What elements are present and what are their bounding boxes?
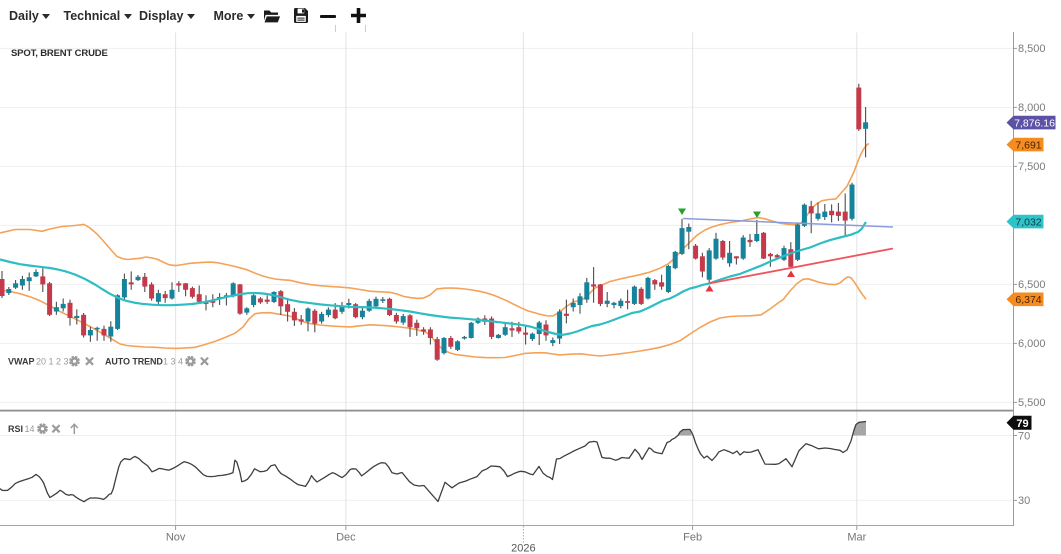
svg-text:VWAP: VWAP — [8, 357, 35, 367]
svg-text:8,500: 8,500 — [1018, 43, 1046, 55]
svg-text:SPOT, BRENT CRUDE: SPOT, BRENT CRUDE — [11, 48, 108, 59]
svg-text:8,000: 8,000 — [1018, 102, 1046, 114]
svg-text:Feb: Feb — [683, 532, 702, 544]
svg-text:14: 14 — [25, 424, 35, 434]
svg-text:6,000: 6,000 — [1018, 338, 1046, 350]
svg-text:AUTO TREND: AUTO TREND — [105, 357, 163, 367]
svg-text:7,876.16: 7,876.16 — [1014, 117, 1055, 129]
svg-text:1 3 4: 1 3 4 — [163, 357, 183, 367]
svg-text:7,032: 7,032 — [1015, 216, 1041, 228]
svg-text:20 1 2 3: 20 1 2 3 — [36, 357, 69, 367]
svg-text:7,691: 7,691 — [1015, 139, 1041, 151]
svg-text:2026: 2026 — [511, 543, 535, 554]
svg-text:6,500: 6,500 — [1018, 279, 1046, 291]
svg-text:30: 30 — [1018, 495, 1030, 507]
svg-text:Nov: Nov — [166, 532, 186, 544]
svg-text:70: 70 — [1018, 430, 1030, 442]
svg-text:6,374: 6,374 — [1015, 294, 1041, 306]
svg-text:7,500: 7,500 — [1018, 161, 1046, 173]
svg-text:Dec: Dec — [336, 532, 356, 544]
svg-text:79: 79 — [1016, 418, 1028, 430]
svg-text:Mar: Mar — [847, 532, 866, 544]
svg-text:RSI: RSI — [8, 424, 23, 434]
svg-text:5,500: 5,500 — [1018, 397, 1046, 409]
